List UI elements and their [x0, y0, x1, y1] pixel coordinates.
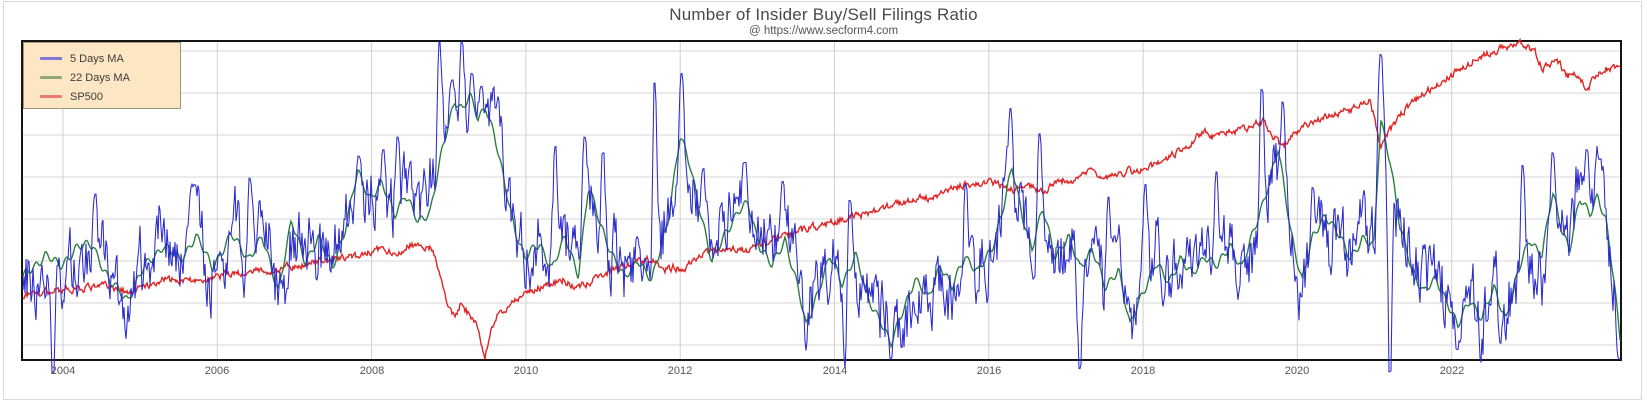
legend-line-swatch — [40, 57, 62, 60]
ma22-line — [22, 91, 1621, 349]
legend-line-swatch — [40, 76, 62, 79]
x-axis: 2004 2006 2008 2010 2012 2014 2016 2018 2020 2022 — [0, 365, 1647, 380]
sp500-line — [22, 38, 1621, 360]
x-tick-label: 2022 — [1439, 365, 1465, 377]
x-tick-label: 2014 — [822, 365, 848, 377]
legend-label: 22 Days MA — [70, 71, 130, 84]
legend-item: SP500 — [40, 87, 180, 106]
plot-area: 5 Days MA 22 Days MA SP500 — [21, 38, 1622, 374]
legend-label: 5 Days MA — [70, 52, 124, 65]
x-tick-label: 2012 — [667, 365, 693, 377]
chart-subtitle: @ https://www.secform4.com — [748, 25, 899, 37]
legend: 5 Days MA 22 Days MA SP500 — [23, 42, 181, 109]
x-tick-label: 2016 — [976, 365, 1002, 377]
x-tick-label: 2010 — [513, 365, 539, 377]
ma5-line — [22, 41, 1620, 374]
x-tick-label: 2004 — [50, 365, 76, 377]
legend-item: 5 Days MA — [40, 49, 180, 68]
x-tick-label: 2020 — [1284, 365, 1310, 377]
chart-title: Number of Insider Buy/Sell Filings Ratio — [669, 5, 978, 24]
chart-canvas — [22, 38, 1621, 374]
legend-label: SP500 — [70, 90, 104, 103]
x-tick-label: 2018 — [1130, 365, 1156, 377]
x-tick-label: 2008 — [359, 365, 385, 377]
x-tick-label: 2006 — [204, 365, 230, 377]
legend-line-swatch — [40, 95, 62, 98]
legend-item: 22 Days MA — [40, 68, 180, 87]
